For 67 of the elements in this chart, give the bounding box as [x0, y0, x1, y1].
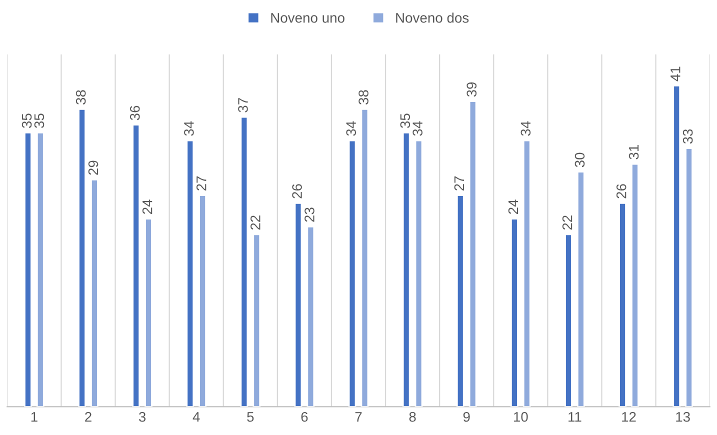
x-tick-label: 1: [31, 412, 38, 422]
x-tick-label: 6: [301, 412, 308, 422]
data-label: 36: [130, 106, 140, 120]
data-label: 33: [682, 129, 693, 144]
data-label: 24: [142, 200, 152, 214]
data-label: 34: [412, 121, 422, 136]
x-tick-label: 11: [568, 412, 582, 422]
bar: [414, 140, 423, 407]
data-label: 26: [292, 184, 302, 198]
x-tick-label: 8: [409, 412, 416, 422]
data-label: 37: [238, 98, 248, 112]
data-label: 22: [250, 216, 260, 230]
data-label: 41: [670, 66, 680, 82]
bar: [672, 85, 681, 407]
data-label: 27: [196, 176, 206, 190]
x-tick-label: 13: [676, 412, 690, 422]
data-label: 39: [466, 82, 477, 97]
bar: [510, 218, 518, 407]
legend-label: Noveno dos: [396, 12, 469, 23]
bar: [576, 171, 585, 407]
x-tick-label: 7: [355, 412, 362, 422]
bar: [522, 140, 531, 407]
bar: [198, 194, 206, 407]
bar: [144, 218, 152, 407]
bar: [240, 116, 248, 407]
data-label: 38: [358, 90, 368, 104]
data-label: 22: [562, 216, 572, 230]
data-label: 35: [400, 114, 410, 128]
data-label: 34: [346, 121, 356, 136]
x-tick-label: 9: [463, 412, 470, 422]
bar: [618, 202, 626, 407]
bar: [90, 178, 98, 407]
x-tick-label: 5: [247, 412, 254, 422]
x-tick-label: 12: [622, 412, 636, 422]
data-label: 31: [628, 145, 639, 160]
data-label: 23: [304, 208, 314, 222]
bar: [468, 100, 477, 407]
legend-label: Noveno uno: [271, 13, 344, 23]
bar: [631, 163, 639, 407]
x-tick-label: 4: [192, 412, 200, 422]
data-label: 27: [454, 176, 464, 190]
bar: [132, 124, 140, 407]
bar: [348, 140, 356, 407]
bar: [306, 226, 315, 407]
data-label: 24: [508, 200, 518, 214]
data-label: 34: [184, 121, 194, 136]
x-tick-label: 10: [514, 412, 528, 422]
bar: [186, 140, 194, 407]
data-label: 35: [34, 114, 44, 128]
bar: [564, 234, 572, 407]
bar: [36, 132, 44, 407]
data-label: 38: [76, 90, 86, 104]
bar: [78, 108, 86, 407]
data-label: 34: [520, 121, 531, 136]
bar: [252, 234, 261, 407]
bar: [360, 108, 369, 407]
bar: [402, 132, 410, 407]
bar: [456, 194, 464, 407]
data-label: 29: [88, 160, 98, 175]
bar: [294, 202, 302, 407]
x-tick-label: 2: [85, 412, 92, 422]
bar: [685, 148, 693, 407]
x-tick-label: 3: [138, 412, 146, 422]
data-label: 35: [22, 114, 32, 128]
bar: [24, 132, 32, 407]
data-label: 30: [574, 152, 585, 168]
data-label: 26: [616, 184, 626, 198]
